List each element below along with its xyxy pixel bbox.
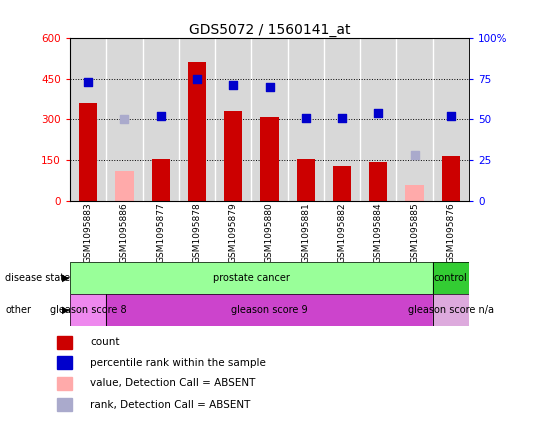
Text: other: other (5, 305, 31, 315)
Text: prostate cancer: prostate cancer (213, 273, 290, 283)
Text: percentile rank within the sample: percentile rank within the sample (90, 358, 266, 368)
Point (446, 113, 455, 120)
Bar (369, 162, 388, 201)
Text: ▶: ▶ (62, 273, 70, 283)
Bar (433, 262, 469, 294)
Title: GDS5072 / 1560141_at: GDS5072 / 1560141_at (189, 23, 350, 37)
Point (301, 115, 310, 121)
Bar (188, 63, 206, 201)
Text: value, Detection Call = ABSENT: value, Detection Call = ABSENT (90, 379, 255, 388)
Bar (57, 398, 72, 411)
Point (374, 110, 383, 116)
Bar (70, 294, 106, 326)
Text: control: control (434, 273, 468, 283)
Bar (57, 336, 72, 349)
Bar (115, 171, 134, 201)
Text: gleason score 8: gleason score 8 (50, 305, 127, 315)
Point (229, 82, 238, 89)
Text: disease state: disease state (5, 273, 71, 283)
Bar (333, 166, 351, 201)
Text: gleason score 9: gleason score 9 (231, 305, 308, 315)
Point (410, 152, 419, 159)
Bar (260, 117, 279, 201)
Text: ▶: ▶ (62, 305, 70, 315)
Text: rank, Detection Call = ABSENT: rank, Detection Call = ABSENT (90, 400, 250, 410)
Text: gleason score n/a: gleason score n/a (408, 305, 494, 315)
Bar (433, 294, 469, 326)
Point (84, 79, 93, 85)
Bar (224, 111, 243, 201)
Bar (151, 159, 170, 201)
Bar (405, 184, 424, 201)
Point (338, 115, 347, 121)
Bar (79, 103, 97, 201)
Point (192, 75, 201, 82)
Point (120, 116, 129, 123)
Bar (57, 377, 72, 390)
Text: count: count (90, 338, 120, 347)
Point (156, 113, 165, 120)
Bar (433, 262, 469, 294)
Bar (57, 357, 72, 369)
Bar (296, 159, 315, 201)
Bar (70, 294, 106, 326)
Point (265, 84, 274, 91)
Bar (442, 156, 460, 201)
Bar (433, 294, 469, 326)
Bar (106, 294, 433, 326)
Bar (106, 294, 433, 326)
